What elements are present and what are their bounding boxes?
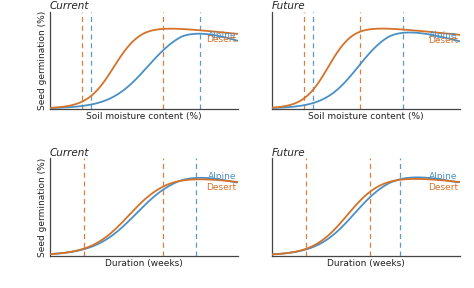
Text: Desert: Desert: [206, 183, 236, 192]
Text: Desert: Desert: [428, 183, 458, 192]
X-axis label: Duration (weeks): Duration (weeks): [105, 259, 182, 268]
Text: Alpine: Alpine: [429, 31, 458, 40]
Text: Desert: Desert: [428, 36, 458, 45]
Y-axis label: Seed germination (%): Seed germination (%): [38, 11, 47, 110]
X-axis label: Duration (weeks): Duration (weeks): [327, 259, 405, 268]
X-axis label: Soil moisture content (%): Soil moisture content (%): [86, 112, 201, 121]
Text: Current: Current: [50, 148, 89, 158]
Text: Alpine: Alpine: [208, 173, 236, 181]
Text: Alpine: Alpine: [208, 31, 236, 40]
Text: Future: Future: [272, 1, 305, 11]
Text: Current: Current: [50, 1, 89, 11]
Text: Future: Future: [272, 148, 305, 158]
Text: Alpine: Alpine: [429, 172, 458, 181]
X-axis label: Soil moisture content (%): Soil moisture content (%): [308, 112, 424, 121]
Y-axis label: Seed germination (%): Seed germination (%): [38, 158, 47, 257]
Text: Desert: Desert: [206, 35, 236, 44]
